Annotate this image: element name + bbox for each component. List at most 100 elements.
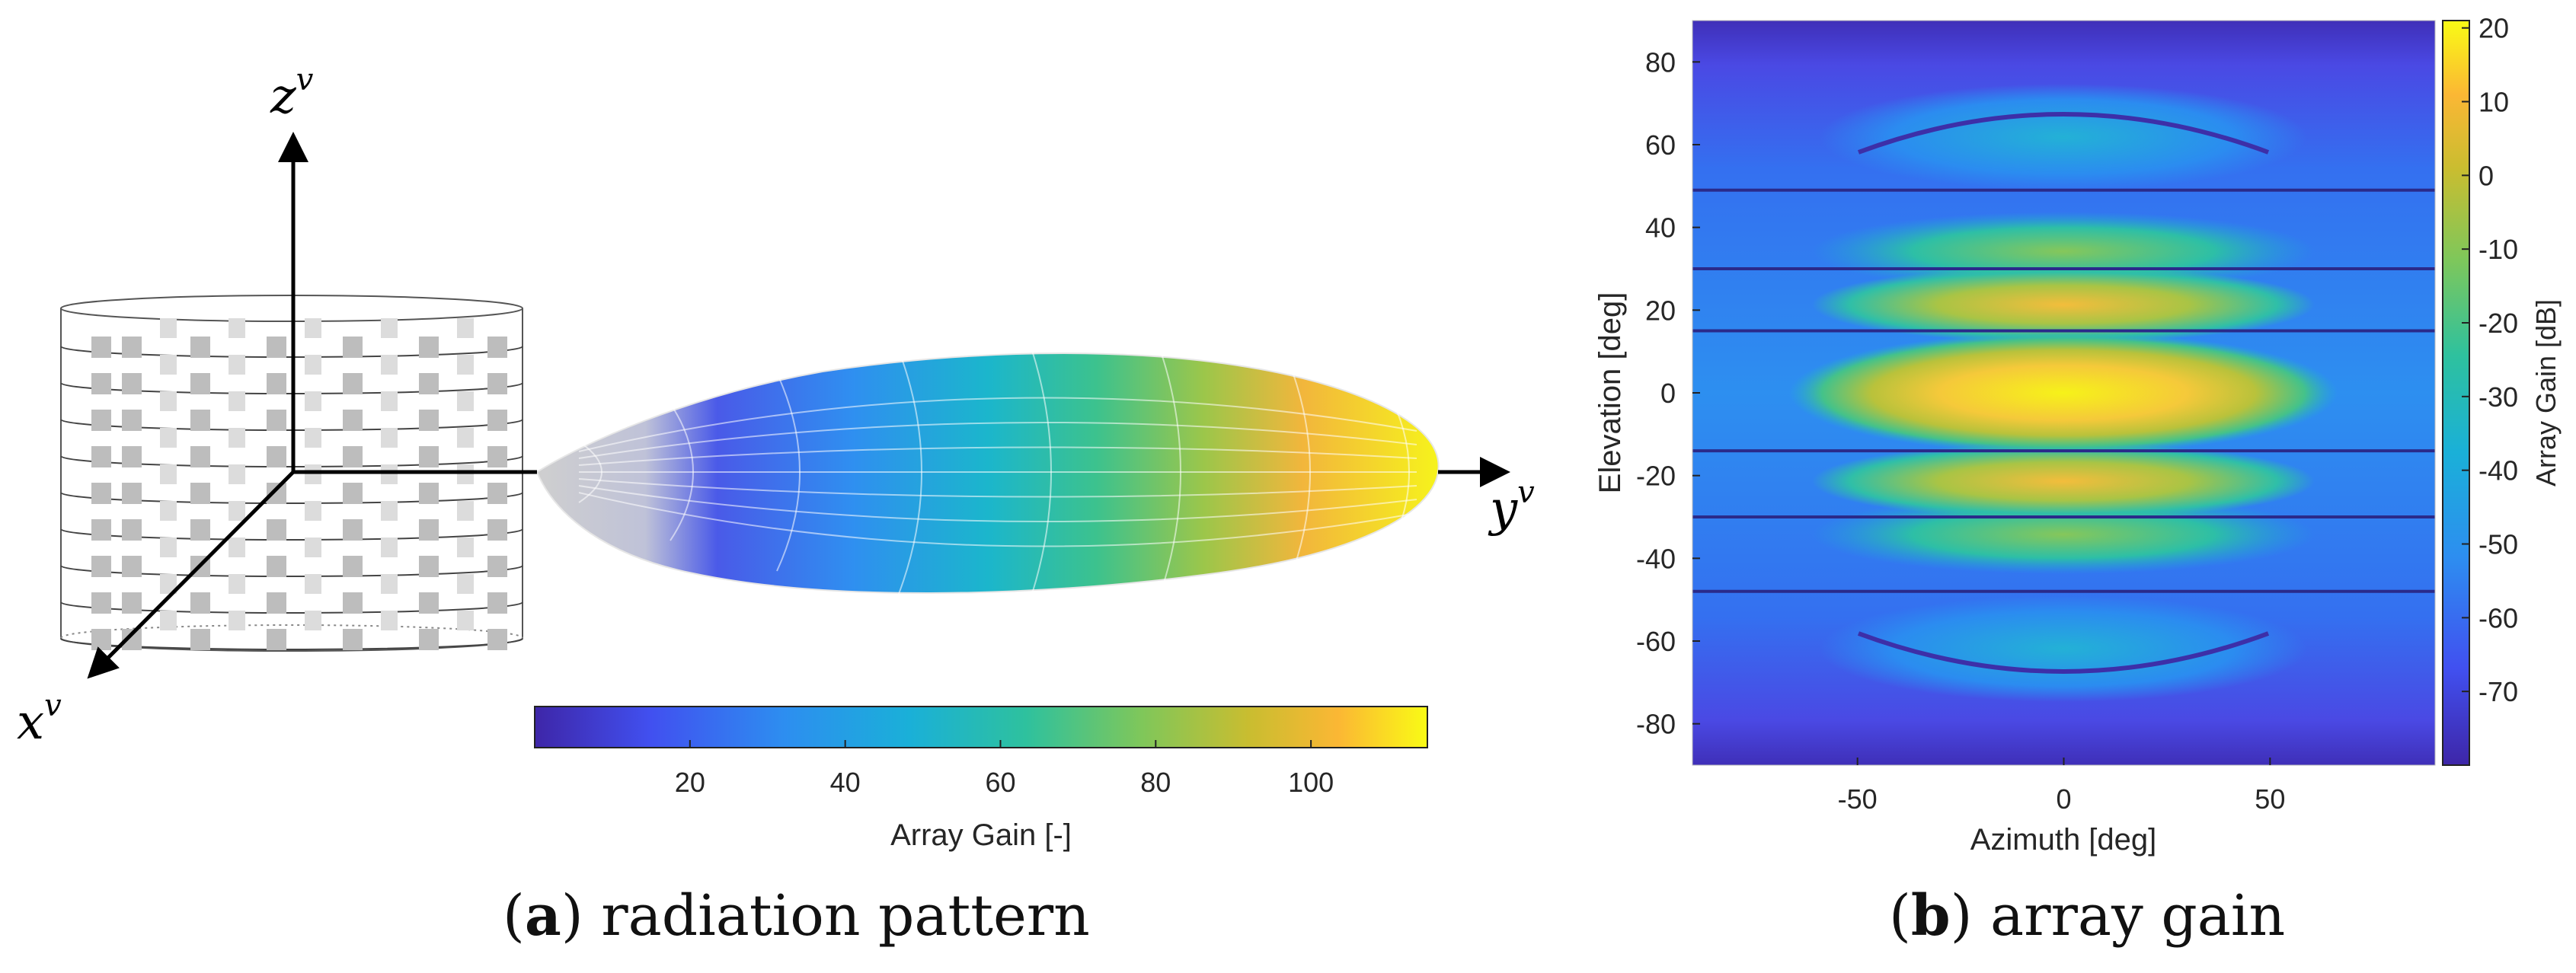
lobe-lower-1 — [1812, 443, 2315, 519]
colorbar-vertical: 20 10 0 -10 -20 -30 -40 -50 -60 -70 Array Gain [d… — [2442, 13, 2562, 766]
array-element — [91, 519, 111, 541]
array-element-back — [381, 464, 398, 484]
colorbar-b-tick-label: -70 — [2479, 676, 2518, 707]
arc-lower — [1857, 631, 2270, 674]
y-ticks: 80 60 40 20 0 -20 -40 -60 -80 — [1636, 46, 1700, 740]
array-element-back — [160, 355, 177, 375]
colorbar-a-tick-label: 20 — [675, 767, 705, 798]
panel-b: -50 0 50 80 60 40 20 0 -20 -40 -60 -80 Azimuth [de… — [1593, 13, 2562, 857]
array-element-back — [381, 318, 398, 338]
array-element — [190, 373, 210, 394]
array-element-back — [229, 574, 245, 594]
colorbar-a-tick-label: 80 — [1140, 767, 1171, 798]
array-element-back — [305, 611, 321, 630]
colorbar-b-label: Array Gain [dB] — [2530, 299, 2562, 486]
array-element — [122, 519, 142, 541]
array-element-back — [305, 538, 321, 557]
array-element-back — [229, 538, 245, 557]
array-element-back — [229, 611, 245, 630]
array-element — [419, 373, 439, 394]
array-element — [343, 592, 363, 614]
array-element — [91, 483, 111, 504]
x-axis-title: Azimuth [deg] — [1970, 823, 2157, 857]
array-element-back — [229, 318, 245, 338]
array-element — [190, 519, 210, 541]
array-element — [487, 556, 507, 577]
axis-z-label: zv — [270, 62, 314, 125]
radiation-lobe — [535, 338, 1440, 606]
colorbar-b-ticks: 20 10 0 -10 -20 -30 -40 -50 -60 -70 — [2462, 13, 2518, 707]
x-tick-label: -50 — [1838, 783, 1878, 815]
array-element — [190, 446, 210, 467]
array-element — [343, 629, 363, 650]
array-element — [91, 629, 111, 650]
array-element — [343, 337, 363, 358]
colorbar-a-ticks: 20 40 60 80 100 — [675, 740, 1334, 798]
colorbar-b-tick-label: 20 — [2479, 13, 2509, 44]
colorbar-b-tick-label: -40 — [2479, 455, 2518, 486]
array-element-back — [305, 391, 321, 411]
array-element — [122, 373, 142, 394]
array-element — [190, 483, 210, 504]
lobe-parallel — [578, 397, 1417, 452]
axis-z: zv — [270, 62, 314, 472]
array-element-back — [229, 464, 245, 484]
colorbar-b-tick-label: -30 — [2479, 381, 2518, 413]
lobe-parallel — [578, 478, 1417, 498]
array-element-back — [457, 464, 474, 484]
array-element — [122, 446, 142, 467]
array-element — [267, 373, 286, 394]
colorbar-a-tick-label: 40 — [830, 767, 861, 798]
colorbar-a-tick-label: 100 — [1288, 767, 1334, 798]
array-element — [91, 556, 111, 577]
array-element-back — [457, 428, 474, 448]
array-element — [487, 483, 507, 504]
array-element-back — [457, 538, 474, 557]
colorbar-b-tick-label: -10 — [2479, 234, 2518, 265]
array-element-back — [457, 391, 474, 411]
lobe-parallel — [578, 485, 1417, 523]
array-element-back — [305, 501, 321, 521]
axis-y-label: yv — [1488, 475, 1535, 538]
array-element — [190, 410, 210, 431]
array-element — [419, 337, 439, 358]
axis-x-label: xv — [17, 688, 62, 751]
array-element — [343, 373, 363, 394]
array-element — [91, 592, 111, 614]
array-element — [487, 373, 507, 394]
lobe-mesh — [578, 338, 1417, 606]
array-element — [267, 410, 286, 431]
y-tick-label: -20 — [1636, 461, 1676, 492]
array-element — [419, 410, 439, 431]
y-tick-label: 80 — [1645, 46, 1676, 78]
colorbar-a-label: Array Gain [-] — [890, 818, 1072, 852]
array-element — [122, 592, 142, 614]
y-tick-label: 20 — [1645, 295, 1676, 326]
x-tick-label: 50 — [2255, 783, 2285, 815]
colorbar-b-tick-label: -60 — [2479, 602, 2518, 633]
array-element-back — [381, 501, 398, 521]
array-element — [343, 446, 363, 467]
colorbar-b-tick-label: 0 — [2479, 160, 2494, 191]
array-element — [487, 629, 507, 650]
array-element-back — [457, 355, 474, 375]
array-element-back — [305, 464, 321, 484]
colorbar-horizontal: 20 40 60 80 100 Array Gain [-] — [534, 706, 1428, 852]
lobe-parallel — [578, 421, 1417, 459]
array-element-back — [160, 611, 177, 630]
array-element-back — [381, 611, 398, 630]
y-tick-label: -80 — [1636, 709, 1676, 740]
array-element — [267, 629, 286, 650]
caption-a: (a) radiation pattern — [503, 883, 1090, 949]
lobe-lower-2 — [1812, 495, 2315, 574]
array-element — [122, 483, 142, 504]
array-element — [419, 592, 439, 614]
array-element — [267, 556, 286, 577]
array-element — [487, 519, 507, 541]
panel-a: zv yv xv 20 40 60 80 100 Array Gain [-] — [17, 62, 1535, 852]
axis-y: yv — [293, 457, 1535, 538]
array-element — [267, 519, 286, 541]
array-element — [419, 519, 439, 541]
y-tick-label: 40 — [1645, 212, 1676, 244]
y-axis-title: Elevation [deg] — [1593, 292, 1627, 494]
